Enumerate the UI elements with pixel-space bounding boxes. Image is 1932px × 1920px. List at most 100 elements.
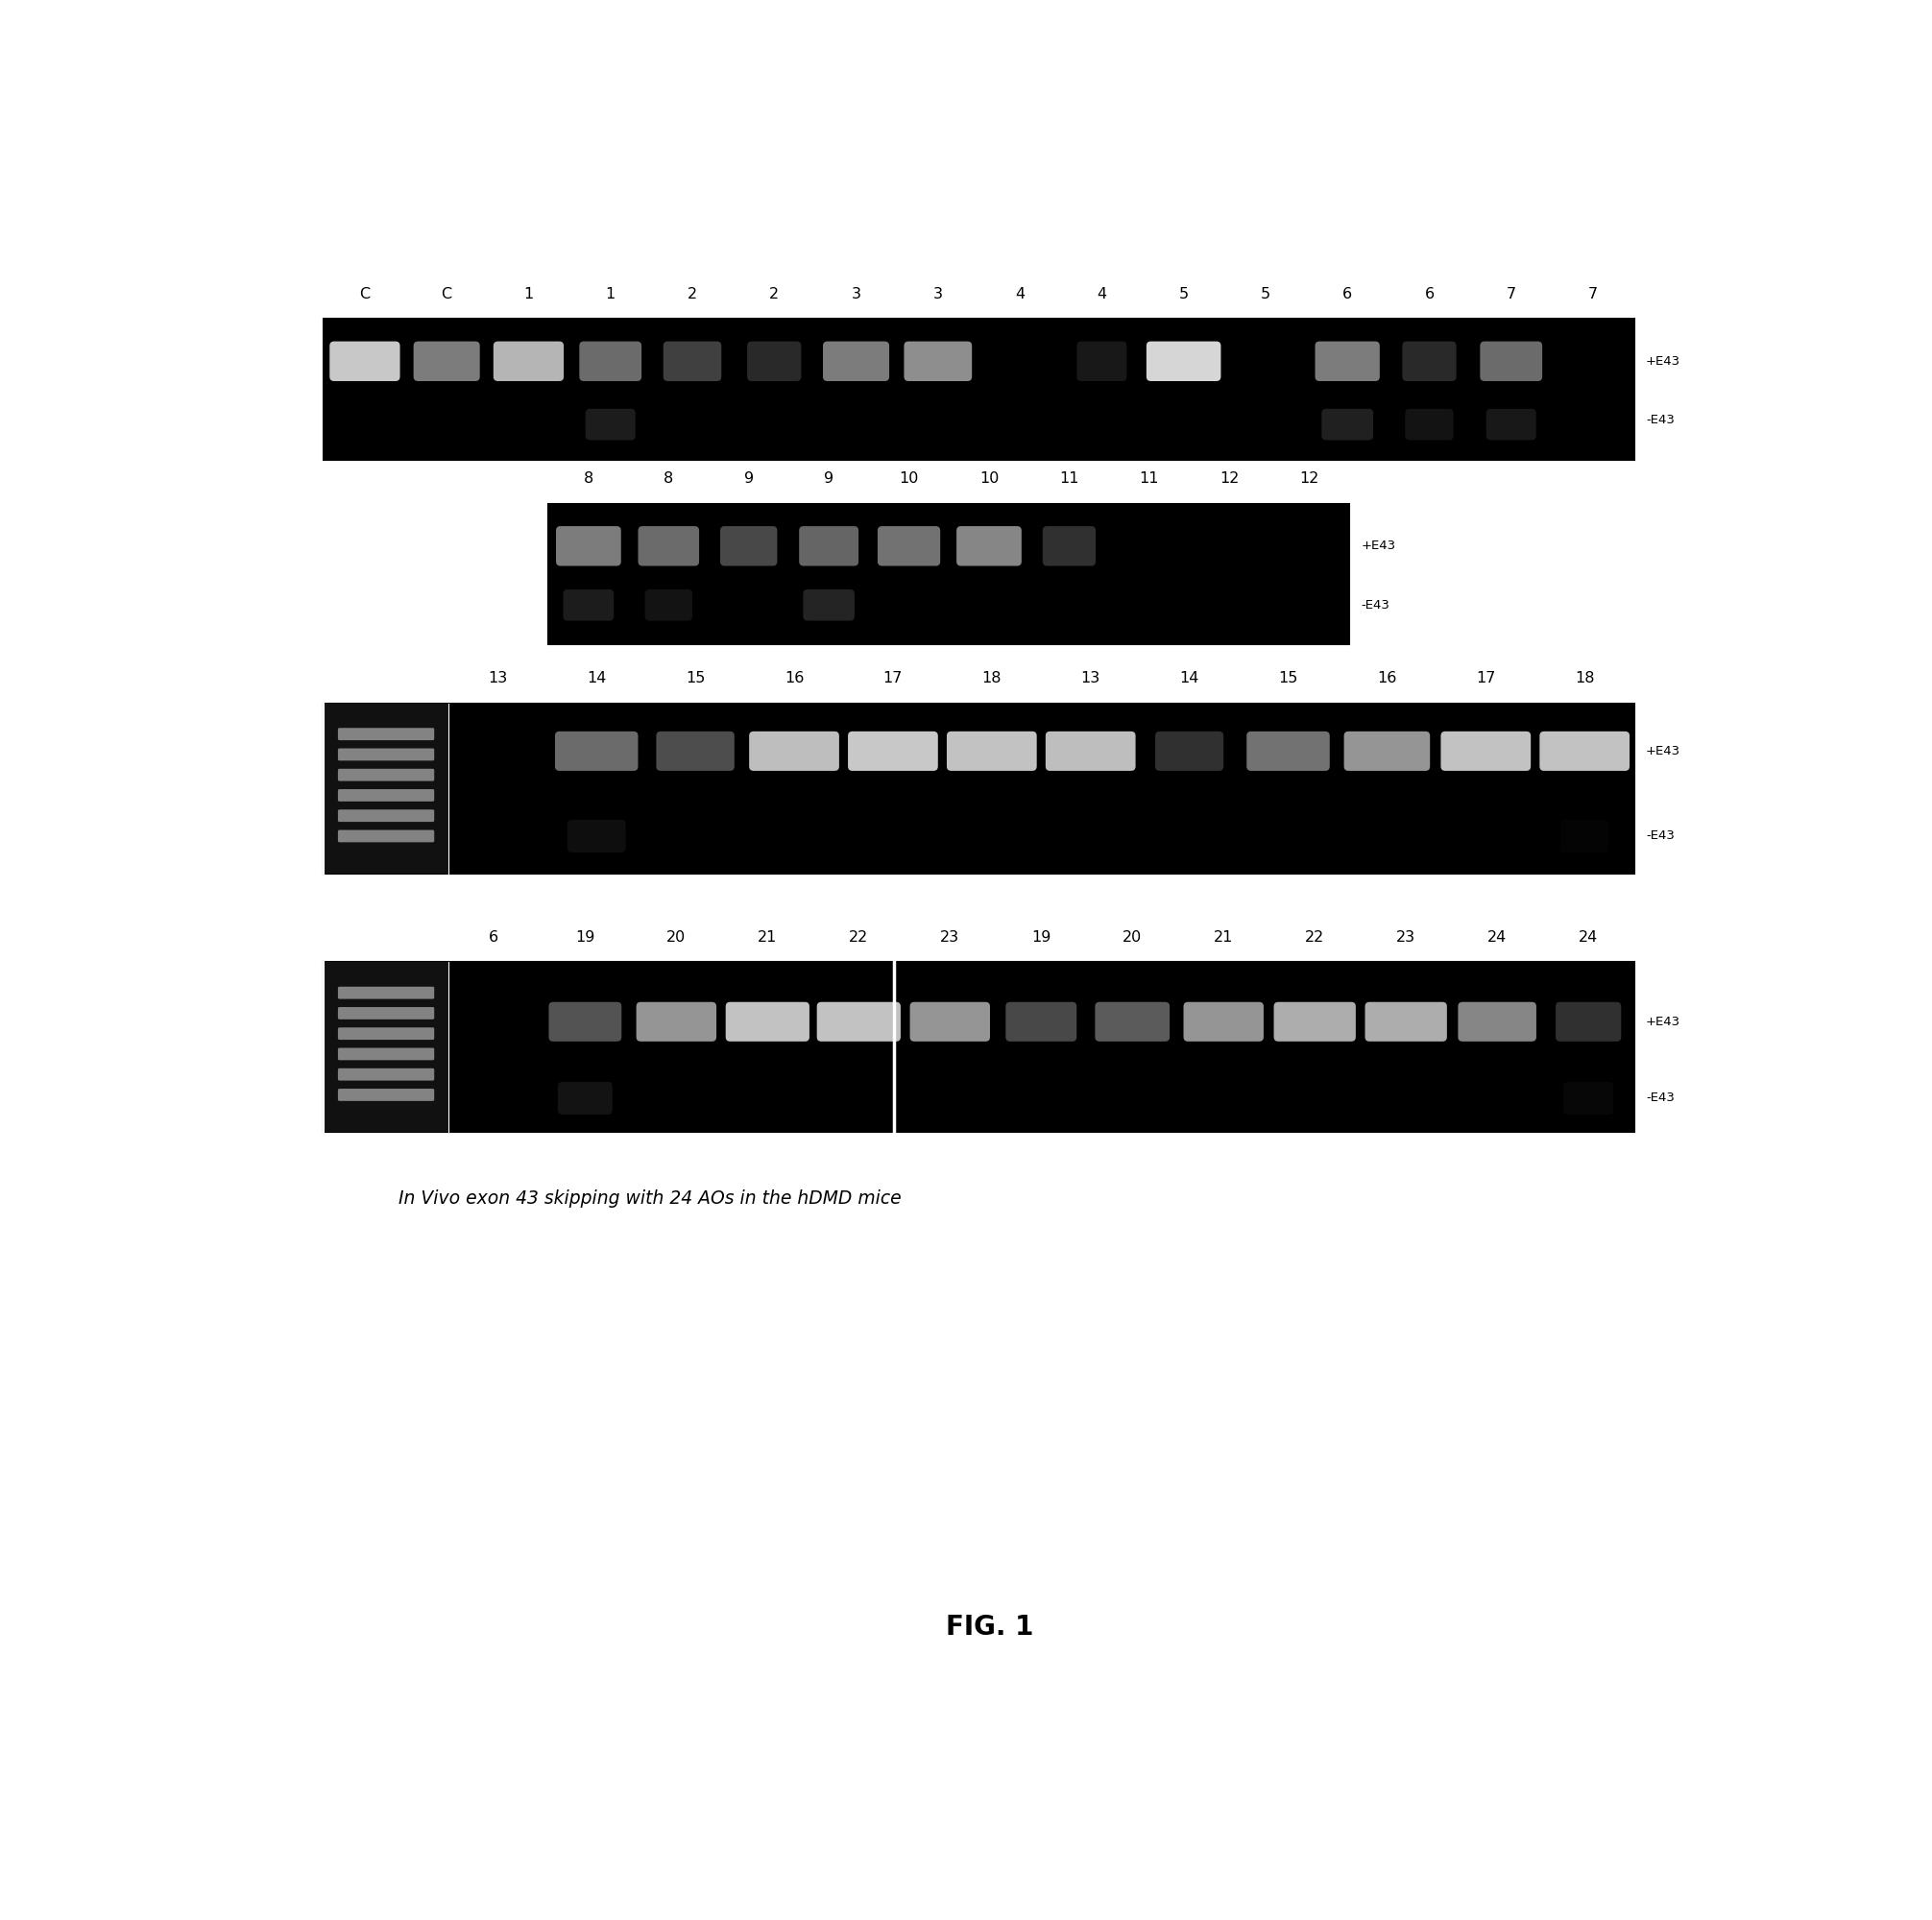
Text: -E43: -E43 bbox=[1646, 829, 1675, 843]
Text: 11: 11 bbox=[1059, 472, 1078, 486]
Text: 16: 16 bbox=[784, 672, 804, 685]
Text: 7: 7 bbox=[1588, 286, 1598, 301]
Text: 20: 20 bbox=[667, 929, 686, 945]
FancyBboxPatch shape bbox=[904, 342, 972, 382]
Text: 23: 23 bbox=[1397, 929, 1416, 945]
FancyBboxPatch shape bbox=[338, 749, 435, 760]
Text: 24: 24 bbox=[1488, 929, 1507, 945]
FancyBboxPatch shape bbox=[1095, 1002, 1169, 1041]
Text: 6: 6 bbox=[489, 929, 498, 945]
FancyBboxPatch shape bbox=[564, 589, 614, 620]
FancyBboxPatch shape bbox=[338, 810, 435, 822]
FancyBboxPatch shape bbox=[956, 526, 1022, 566]
Text: 4: 4 bbox=[1014, 286, 1024, 301]
FancyBboxPatch shape bbox=[549, 1002, 622, 1041]
Text: 10: 10 bbox=[980, 472, 999, 486]
Text: 9: 9 bbox=[744, 472, 753, 486]
Bar bbox=[325, 962, 1634, 1133]
Bar bbox=[325, 962, 448, 1133]
FancyBboxPatch shape bbox=[338, 1048, 435, 1060]
Text: 22: 22 bbox=[1304, 929, 1325, 945]
Text: 21: 21 bbox=[757, 929, 777, 945]
Text: 15: 15 bbox=[686, 672, 705, 685]
Bar bbox=[549, 503, 1349, 645]
Text: In Vivo exon 43 skipping with 24 AOs in the hDMD mice: In Vivo exon 43 skipping with 24 AOs in … bbox=[398, 1190, 902, 1208]
Text: 7: 7 bbox=[1507, 286, 1517, 301]
FancyBboxPatch shape bbox=[1045, 732, 1136, 770]
Bar bbox=[325, 703, 1634, 874]
Text: 12: 12 bbox=[1219, 472, 1238, 486]
FancyBboxPatch shape bbox=[1043, 526, 1095, 566]
FancyBboxPatch shape bbox=[750, 732, 838, 770]
Text: 8: 8 bbox=[583, 472, 593, 486]
FancyBboxPatch shape bbox=[1555, 1002, 1621, 1041]
FancyBboxPatch shape bbox=[1403, 342, 1457, 382]
Text: 19: 19 bbox=[1032, 929, 1051, 945]
FancyBboxPatch shape bbox=[1459, 1002, 1536, 1041]
Text: 21: 21 bbox=[1213, 929, 1233, 945]
FancyBboxPatch shape bbox=[804, 589, 854, 620]
FancyBboxPatch shape bbox=[338, 829, 435, 843]
Text: 2: 2 bbox=[688, 286, 697, 301]
Text: 4: 4 bbox=[1097, 286, 1107, 301]
FancyBboxPatch shape bbox=[1146, 342, 1221, 382]
FancyBboxPatch shape bbox=[585, 409, 636, 440]
Text: 17: 17 bbox=[883, 672, 902, 685]
Text: 14: 14 bbox=[1180, 672, 1200, 685]
FancyBboxPatch shape bbox=[657, 732, 734, 770]
FancyBboxPatch shape bbox=[721, 526, 777, 566]
FancyBboxPatch shape bbox=[556, 526, 620, 566]
Text: 3: 3 bbox=[852, 286, 862, 301]
FancyBboxPatch shape bbox=[1316, 342, 1379, 382]
FancyBboxPatch shape bbox=[817, 1002, 900, 1041]
Bar bbox=[325, 319, 1634, 459]
Text: +E43: +E43 bbox=[1362, 540, 1397, 553]
FancyBboxPatch shape bbox=[493, 342, 564, 382]
FancyBboxPatch shape bbox=[1366, 1002, 1447, 1041]
Text: 23: 23 bbox=[941, 929, 960, 945]
FancyBboxPatch shape bbox=[1441, 732, 1530, 770]
Text: +E43: +E43 bbox=[1646, 745, 1681, 756]
Text: 6: 6 bbox=[1343, 286, 1352, 301]
Text: C: C bbox=[440, 286, 452, 301]
FancyBboxPatch shape bbox=[330, 342, 400, 382]
FancyBboxPatch shape bbox=[947, 732, 1037, 770]
FancyBboxPatch shape bbox=[1076, 342, 1126, 382]
Text: 5: 5 bbox=[1179, 286, 1188, 301]
FancyBboxPatch shape bbox=[338, 1027, 435, 1041]
FancyBboxPatch shape bbox=[338, 789, 435, 801]
Text: 6: 6 bbox=[1424, 286, 1434, 301]
FancyBboxPatch shape bbox=[338, 1068, 435, 1081]
Text: +E43: +E43 bbox=[1646, 1016, 1681, 1027]
Text: -E43: -E43 bbox=[1362, 599, 1391, 611]
Text: 11: 11 bbox=[1140, 472, 1159, 486]
FancyBboxPatch shape bbox=[645, 589, 692, 620]
Text: 1: 1 bbox=[524, 286, 533, 301]
Text: 3: 3 bbox=[933, 286, 943, 301]
FancyBboxPatch shape bbox=[910, 1002, 989, 1041]
FancyBboxPatch shape bbox=[1007, 1002, 1076, 1041]
Text: -E43: -E43 bbox=[1646, 415, 1675, 426]
FancyBboxPatch shape bbox=[877, 526, 941, 566]
FancyBboxPatch shape bbox=[636, 1002, 717, 1041]
Text: 13: 13 bbox=[489, 672, 508, 685]
Text: 9: 9 bbox=[823, 472, 835, 486]
FancyBboxPatch shape bbox=[558, 1081, 612, 1114]
FancyBboxPatch shape bbox=[1345, 732, 1430, 770]
FancyBboxPatch shape bbox=[748, 342, 802, 382]
Text: 12: 12 bbox=[1300, 472, 1320, 486]
Text: 22: 22 bbox=[848, 929, 869, 945]
FancyBboxPatch shape bbox=[338, 768, 435, 781]
Text: 1: 1 bbox=[605, 286, 616, 301]
FancyBboxPatch shape bbox=[800, 526, 858, 566]
Text: 18: 18 bbox=[1575, 672, 1594, 685]
FancyBboxPatch shape bbox=[1273, 1002, 1356, 1041]
Text: 10: 10 bbox=[898, 472, 920, 486]
FancyBboxPatch shape bbox=[1540, 732, 1629, 770]
Bar bbox=[325, 703, 448, 874]
FancyBboxPatch shape bbox=[726, 1002, 810, 1041]
FancyBboxPatch shape bbox=[1486, 409, 1536, 440]
FancyBboxPatch shape bbox=[338, 1089, 435, 1100]
FancyBboxPatch shape bbox=[1405, 409, 1453, 440]
Text: -E43: -E43 bbox=[1646, 1092, 1675, 1104]
